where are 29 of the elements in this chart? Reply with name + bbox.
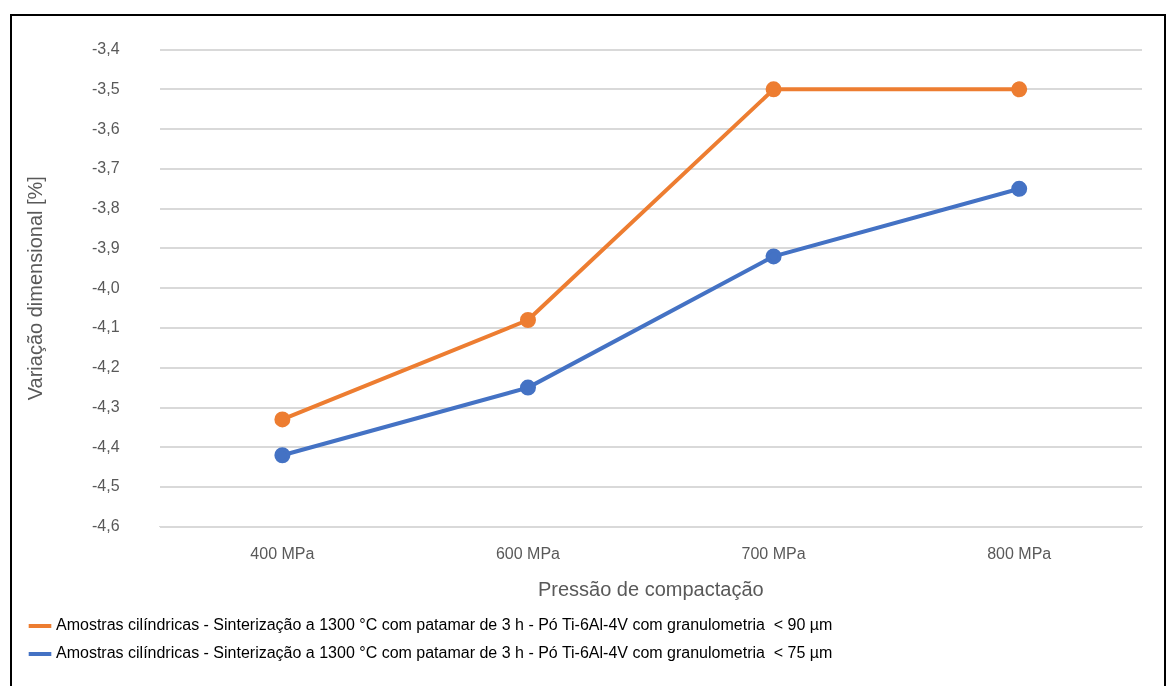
x-tick-label: 600 MPa	[495, 544, 561, 562]
y-tick-label: -4,2	[91, 358, 120, 376]
y-tick-label: -3,8	[91, 199, 120, 217]
point	[1011, 81, 1028, 98]
y-tick-label: -4,1	[91, 318, 120, 336]
x-tick-label: 700 MPa	[741, 544, 806, 562]
x-axis-title: Pressão de compactação	[537, 577, 764, 600]
y-tick-label: -4,3	[91, 397, 120, 415]
x-tick-label: 400 MPa	[250, 544, 315, 562]
point	[519, 312, 536, 329]
point	[765, 248, 782, 265]
point	[765, 81, 782, 98]
y-tick-label: -3,5	[91, 79, 120, 97]
y-tick-label: -3,9	[91, 238, 120, 256]
legend-label: Amostras cilíndricas - Sinterização a 1300 °C com patamar de 3 h - Pó Ti-6Al-4V com granulometria < 90 µm	[56, 616, 833, 634]
point	[274, 411, 291, 428]
point	[274, 447, 291, 464]
x-tick-label: 800 MPa	[987, 544, 1052, 562]
y-tick-label: -3,4	[91, 40, 120, 58]
point	[1011, 180, 1028, 197]
y-tick-label: -3,7	[91, 159, 120, 177]
legend-label: Amostras cilíndricas - Sinterização a 1300 °C com patamar de 3 h - Pó Ti-6Al-4V com granulometria < 75 µm	[56, 644, 833, 662]
y-axis-title: Variação dimensional [%]	[23, 176, 46, 401]
y-tick-label: -4,5	[91, 477, 120, 495]
y-tick-label: -4,4	[91, 437, 120, 455]
y-tick-label: -4,6	[91, 517, 120, 535]
y-tick-label: -3,6	[91, 119, 120, 137]
y-tick-label: -4,0	[91, 278, 120, 296]
point	[519, 379, 536, 396]
